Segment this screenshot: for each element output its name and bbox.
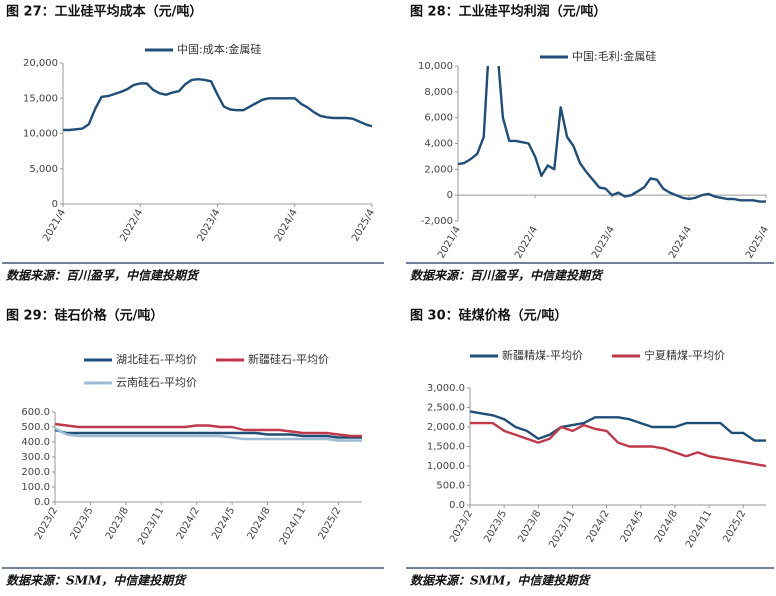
y-tick-label: 2,000 bbox=[424, 164, 453, 175]
x-tick-label: 2025/2 bbox=[721, 509, 748, 545]
x-tick-label: 2022/4 bbox=[513, 225, 540, 261]
y-tick-label: 8,000 bbox=[424, 87, 453, 98]
x-tick-label: 2024/11 bbox=[684, 509, 714, 550]
x-tick-label: 2023/5 bbox=[68, 506, 95, 542]
y-tick-label: -2,000 bbox=[421, 216, 453, 227]
x-tick-label: 2024/2 bbox=[585, 509, 612, 545]
figure-title: 图 27：工业硅平均成本（元/吨） bbox=[6, 4, 202, 20]
y-tick-label: 10,000 bbox=[418, 61, 453, 72]
x-tick-label: 2024/4 bbox=[273, 208, 300, 244]
series-line bbox=[63, 78, 372, 132]
x-tick-label: 2023/11 bbox=[136, 506, 166, 547]
y-tick-label: 300.0 bbox=[21, 452, 50, 463]
series-line bbox=[458, 66, 766, 203]
series-line bbox=[470, 421, 766, 468]
y-tick-label: 15,000 bbox=[23, 93, 58, 104]
y-tick-label: 20,000 bbox=[23, 58, 58, 69]
x-tick-label: 2023/2 bbox=[33, 506, 60, 542]
x-tick-label: 2023/4 bbox=[590, 225, 617, 261]
x-tick-label: 2023/8 bbox=[516, 509, 543, 545]
legend-label: 中国:成本:金属硅 bbox=[177, 42, 261, 56]
x-tick-label: 2024/5 bbox=[210, 506, 237, 542]
y-tick-label: 500.0 bbox=[21, 422, 50, 433]
x-tick-label: 2023/11 bbox=[547, 509, 577, 550]
y-tick-label: 600.0 bbox=[21, 407, 50, 418]
y-tick-label: 0 bbox=[52, 199, 58, 210]
y-tick-label: 6,000 bbox=[424, 113, 453, 124]
x-tick-label: 2023/8 bbox=[104, 506, 131, 542]
legend-label: 湖北硅石-平均价 bbox=[116, 353, 197, 366]
series-line bbox=[55, 422, 362, 438]
x-tick-label: 2021/4 bbox=[436, 225, 463, 261]
series-line bbox=[55, 428, 362, 439]
source-note: 数据来源：百川盈孚，中信建投期货 bbox=[6, 269, 200, 283]
figure-title: 图 28：工业硅平均利润（元/吨） bbox=[410, 4, 606, 20]
source-note: 数据来源：SMM，中信建投期货 bbox=[410, 574, 591, 588]
x-tick-label: 2023/5 bbox=[482, 508, 509, 544]
source-note: 数据来源：百川盈孚，中信建投期货 bbox=[410, 269, 604, 283]
x-tick-label: 2024/4 bbox=[667, 225, 694, 261]
source-note: 数据来源：SMM，中信建投期货 bbox=[6, 574, 187, 588]
y-tick-label: 1,500.0 bbox=[427, 442, 465, 453]
y-tick-label: 100.0 bbox=[21, 482, 50, 493]
y-tick-label: 0.0 bbox=[34, 497, 50, 508]
y-tick-label: 2,500.0 bbox=[427, 403, 465, 414]
x-tick-label: 2024/8 bbox=[653, 509, 680, 545]
x-tick-label: 2024/2 bbox=[175, 506, 202, 542]
x-tick-label: 2025/4 bbox=[350, 208, 377, 244]
x-tick-label: 2021/4 bbox=[41, 208, 68, 244]
x-tick-label: 2024/8 bbox=[246, 506, 273, 542]
y-tick-label: 4,000 bbox=[424, 139, 453, 150]
x-tick-label: 2024/11 bbox=[278, 506, 308, 547]
legend-label: 中国:毛利:金属硅 bbox=[572, 49, 656, 63]
x-tick-label: 2024/5 bbox=[619, 509, 646, 545]
legend-label: 新疆精煤-平均价 bbox=[502, 348, 583, 362]
series-line bbox=[55, 427, 362, 442]
y-tick-label: 400.0 bbox=[21, 437, 50, 448]
y-tick-label: 0.0 bbox=[449, 500, 465, 511]
x-tick-label: 2025/4 bbox=[744, 225, 771, 261]
y-tick-label: 1,000.0 bbox=[427, 461, 465, 472]
x-tick-label: 2025/2 bbox=[316, 506, 343, 542]
y-tick-label: 200.0 bbox=[21, 467, 50, 478]
y-tick-label: 3,000.0 bbox=[427, 383, 465, 394]
legend-label: 宁夏精煤-平均价 bbox=[644, 348, 725, 362]
y-tick-label: 500.0 bbox=[436, 481, 465, 492]
x-tick-label: 2023/4 bbox=[196, 208, 223, 244]
x-tick-label: 2023/2 bbox=[448, 509, 475, 545]
figure-title: 图 29：硅石价格（元/吨） bbox=[6, 308, 163, 324]
x-tick-label: 2022/4 bbox=[118, 208, 145, 244]
legend-label: 云南硅石-平均价 bbox=[116, 376, 197, 389]
y-tick-label: 10,000 bbox=[23, 129, 58, 140]
y-tick-label: 5,000 bbox=[29, 164, 58, 175]
series-line bbox=[470, 410, 766, 442]
figure-title: 图 30：硅煤价格（元/吨） bbox=[410, 308, 567, 324]
y-tick-label: 0 bbox=[447, 190, 453, 201]
y-tick-label: 2,000.0 bbox=[427, 422, 465, 433]
legend-label: 新疆硅石-平均价 bbox=[248, 352, 329, 366]
